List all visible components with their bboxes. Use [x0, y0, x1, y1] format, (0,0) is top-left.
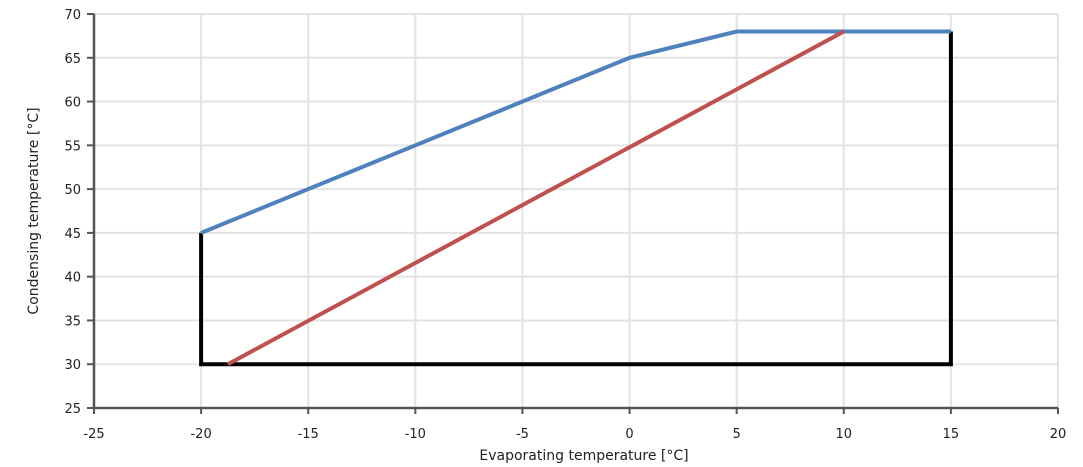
y-tick-label: 55 — [64, 139, 81, 154]
series-diagonal-limit — [226, 29, 845, 366]
x-tick-label: -15 — [298, 427, 319, 442]
y-tick-label: 35 — [64, 314, 81, 329]
series-envelope-boundary — [199, 31, 953, 367]
x-tick-label: 15 — [943, 427, 960, 442]
x-tick-label: -5 — [516, 427, 529, 442]
y-tick-label: 70 — [64, 8, 81, 23]
y-tick-label: 30 — [64, 358, 81, 373]
y-tick-label: 50 — [64, 183, 81, 198]
x-tick-label: 0 — [625, 427, 633, 442]
series-upper-limit — [200, 29, 951, 235]
x-tick-label: -10 — [405, 427, 426, 442]
y-tick-label: 45 — [64, 227, 81, 242]
y-tick-label: 40 — [64, 271, 81, 286]
series — [199, 29, 953, 367]
y-tick-label: 65 — [64, 52, 81, 67]
x-axis-label: Evaporating temperature [°C] — [479, 448, 688, 464]
x-tick-label: 20 — [1050, 427, 1067, 442]
y-tick-label: 60 — [64, 96, 81, 111]
axes — [87, 13, 1059, 414]
grid — [94, 13, 1059, 408]
x-tick-label: 5 — [733, 427, 741, 442]
y-tick-label: 25 — [64, 402, 81, 417]
x-tick-label: 10 — [836, 427, 853, 442]
y-axis-label: Condensing temperature [°C] — [26, 107, 42, 314]
x-tick-label: -25 — [83, 427, 104, 442]
tick-labels: -25 -20 -15 -10 -5 0 5 10 15 20 25 30 35 40 45 50 55 60 65… — [64, 8, 1066, 442]
x-tick-label: -20 — [190, 427, 211, 442]
